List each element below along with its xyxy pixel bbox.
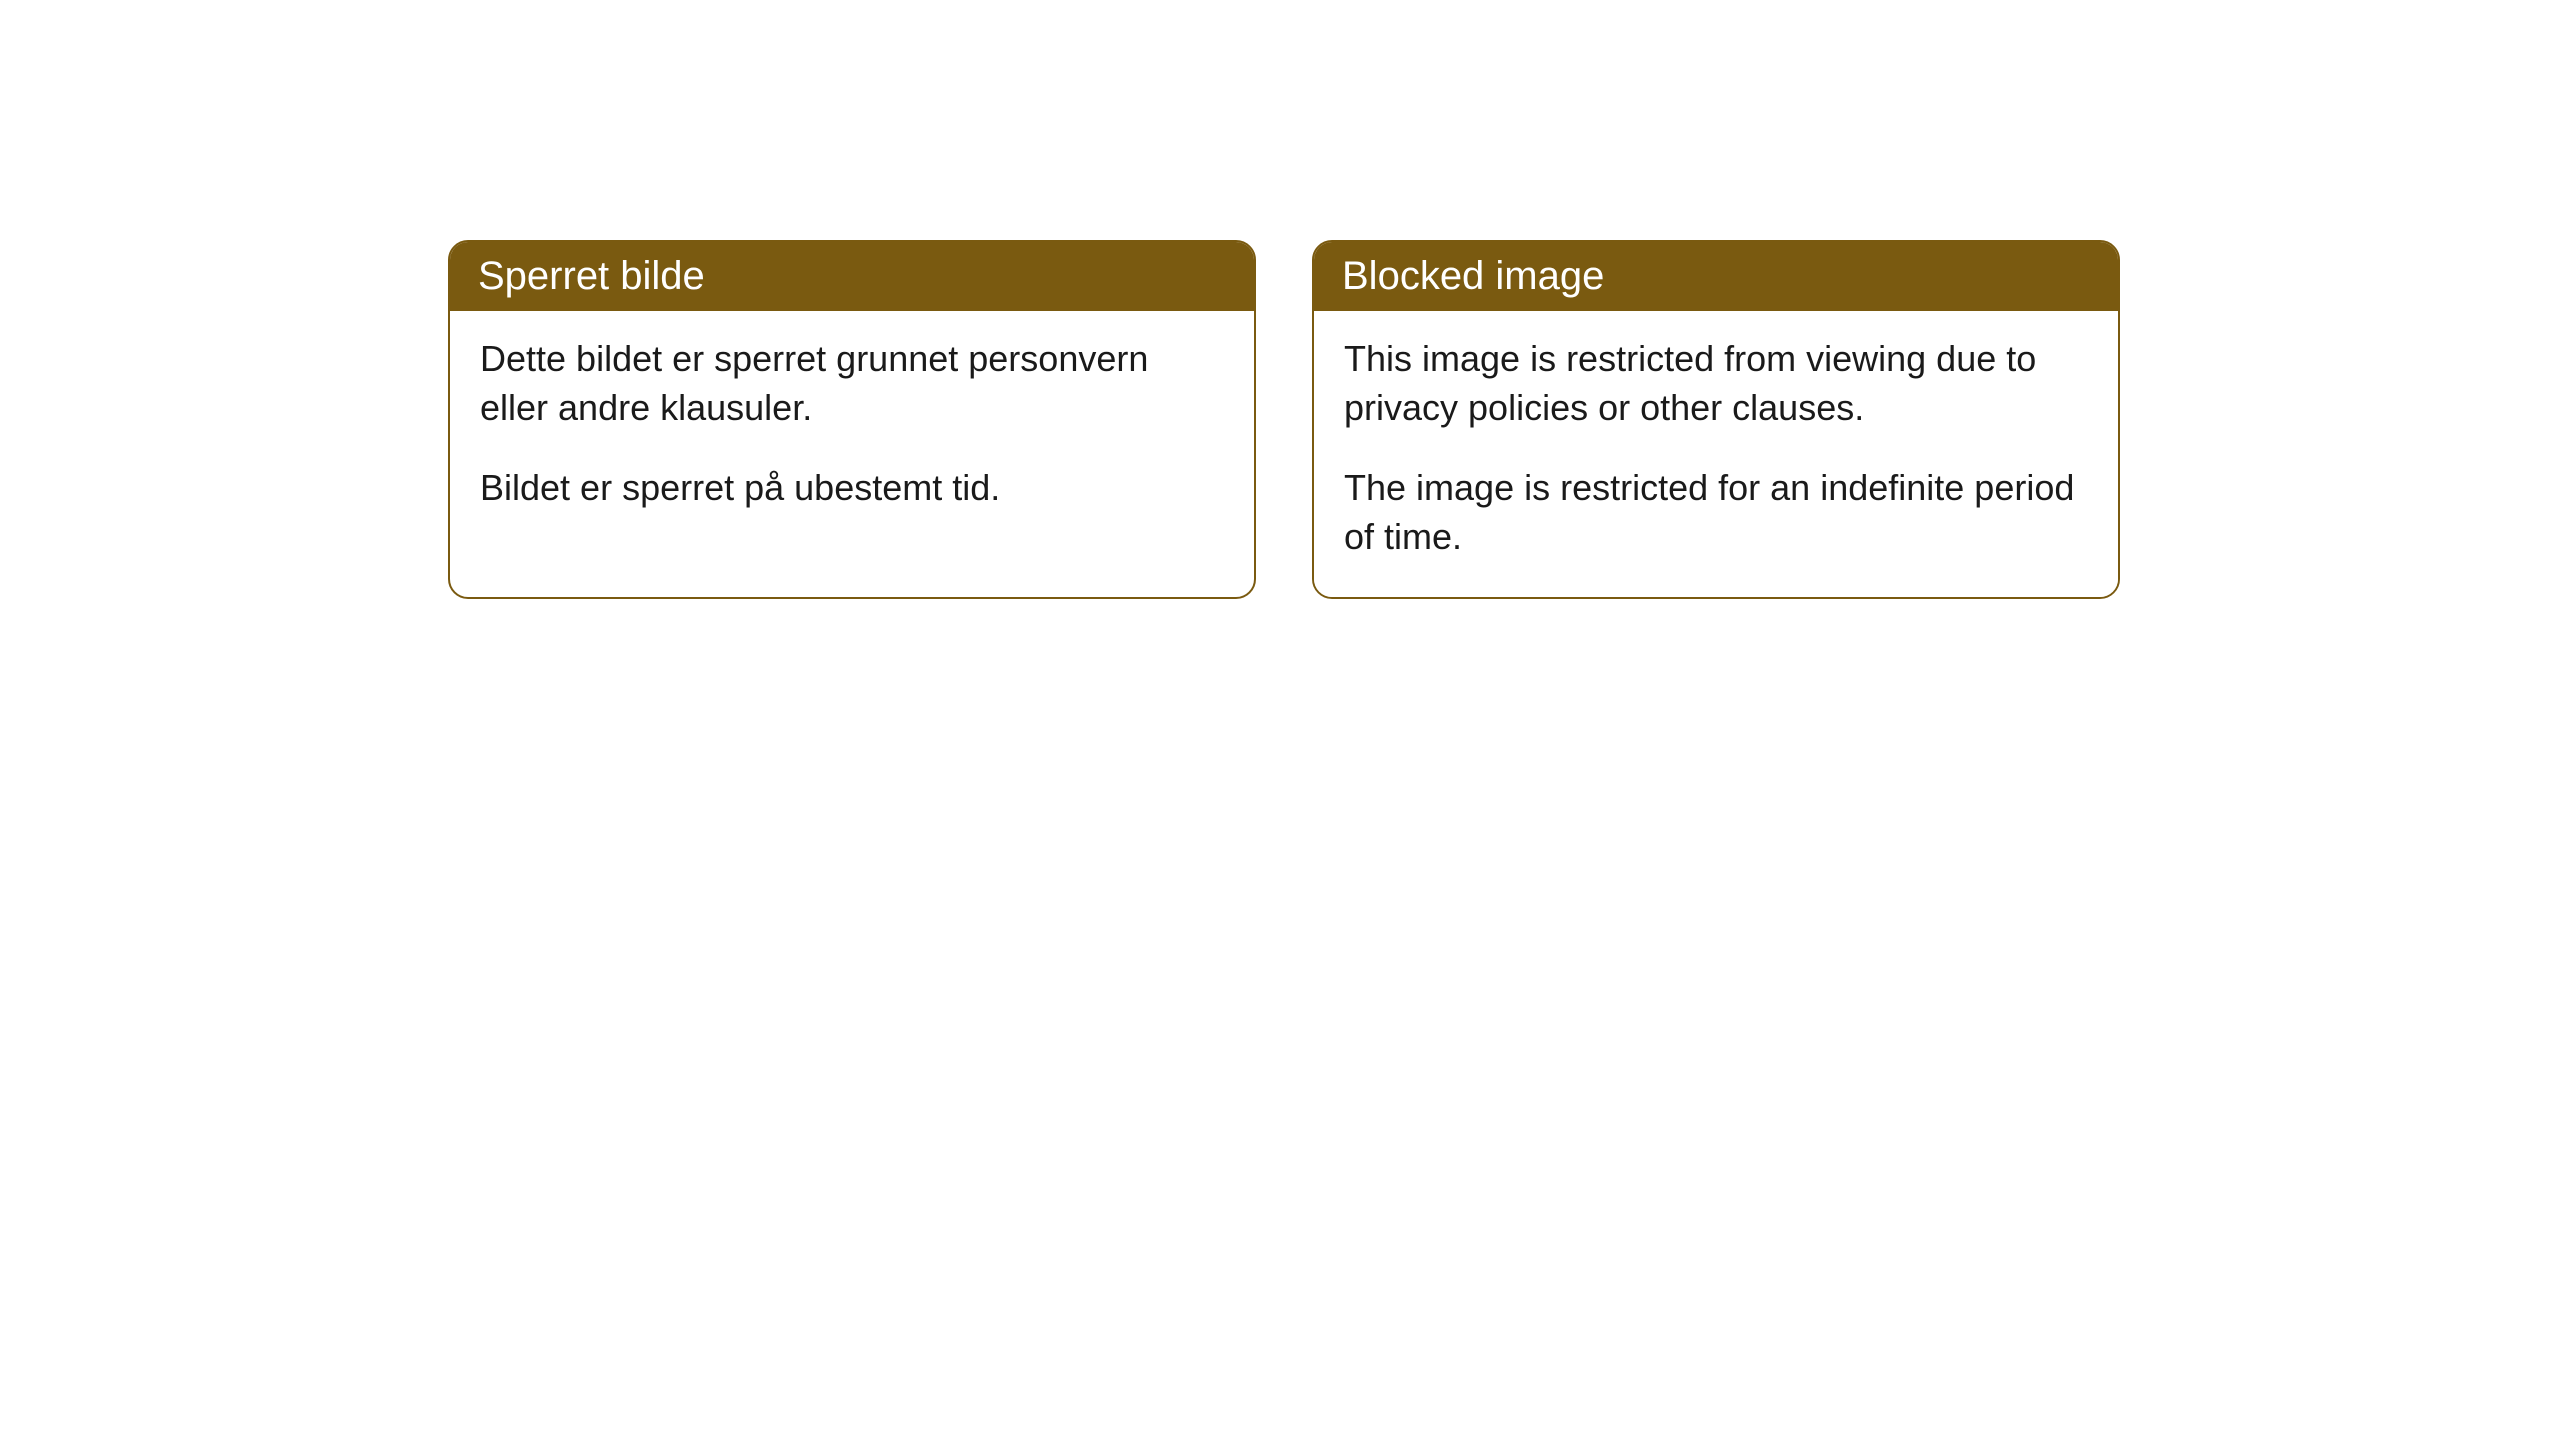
card-body: This image is restricted from viewing du…	[1314, 311, 2118, 597]
blocked-image-card-english: Blocked image This image is restricted f…	[1312, 240, 2120, 599]
card-paragraph-1: Dette bildet er sperret grunnet personve…	[480, 335, 1224, 432]
cards-container: Sperret bilde Dette bildet er sperret gr…	[0, 0, 2560, 599]
card-paragraph-1: This image is restricted from viewing du…	[1344, 335, 2088, 432]
card-header: Blocked image	[1314, 242, 2118, 311]
card-body: Dette bildet er sperret grunnet personve…	[450, 311, 1254, 549]
card-title: Sperret bilde	[478, 254, 705, 298]
card-header: Sperret bilde	[450, 242, 1254, 311]
blocked-image-card-norwegian: Sperret bilde Dette bildet er sperret gr…	[448, 240, 1256, 599]
card-paragraph-2: Bildet er sperret på ubestemt tid.	[480, 464, 1224, 513]
card-title: Blocked image	[1342, 254, 1604, 298]
card-paragraph-2: The image is restricted for an indefinit…	[1344, 464, 2088, 561]
